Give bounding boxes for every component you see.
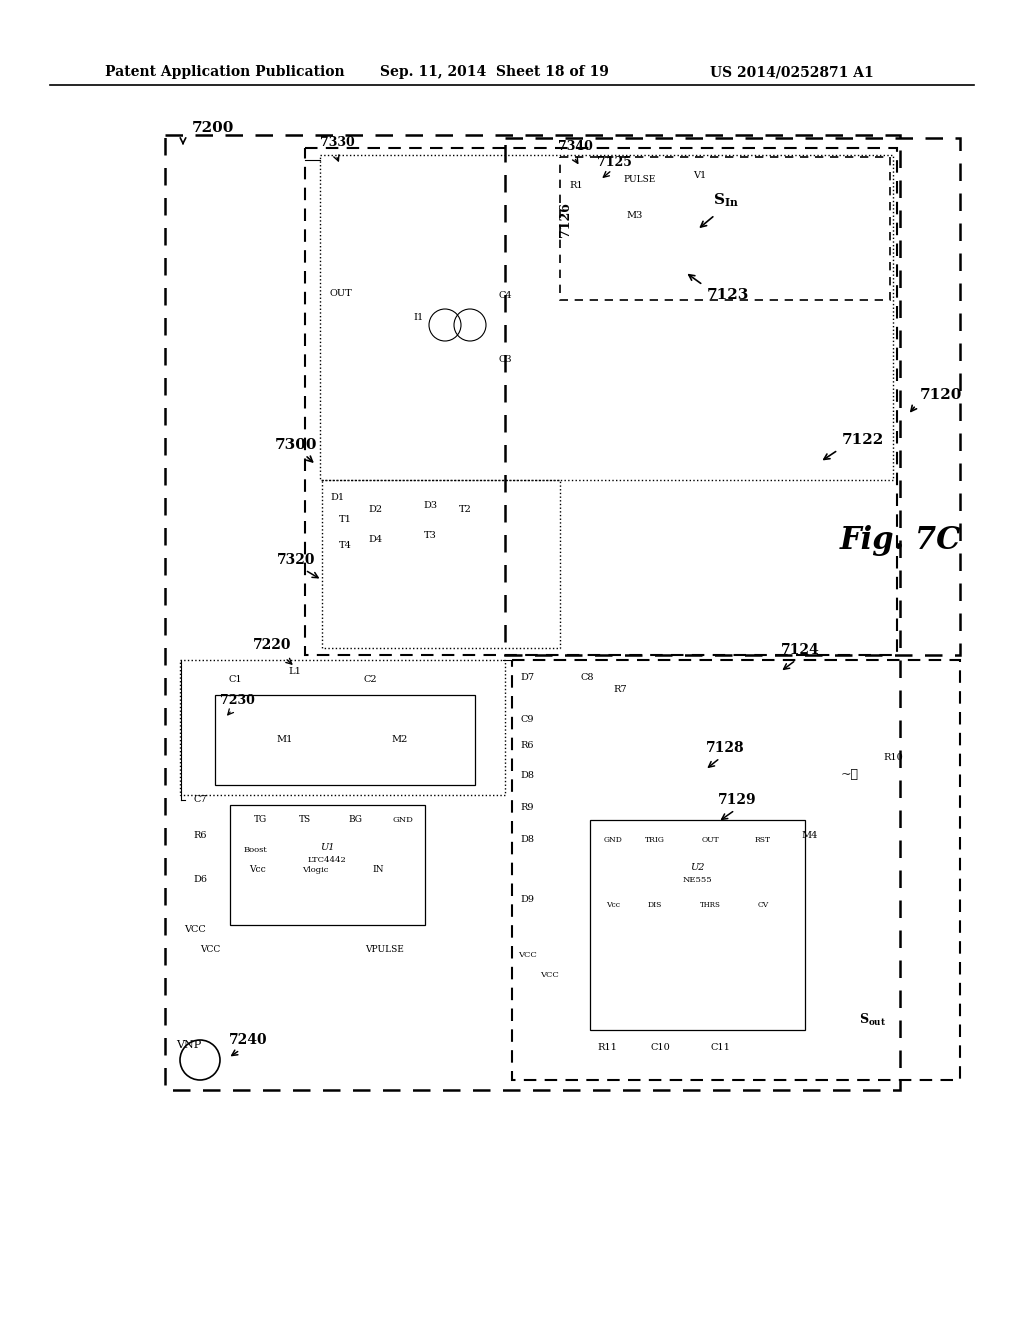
Text: TS: TS	[299, 816, 311, 825]
Text: 7300: 7300	[275, 438, 317, 451]
Text: M2: M2	[392, 735, 409, 744]
Text: TG: TG	[253, 816, 266, 825]
Text: 7123: 7123	[707, 288, 750, 302]
Text: CV: CV	[758, 902, 769, 909]
Text: PULSE: PULSE	[624, 176, 656, 185]
Text: 7122: 7122	[842, 433, 885, 447]
Text: D8: D8	[520, 836, 534, 845]
Text: IN: IN	[373, 866, 384, 874]
Text: OUT: OUT	[330, 289, 352, 297]
Text: DIS: DIS	[648, 902, 663, 909]
Text: Boost: Boost	[243, 846, 267, 854]
Text: GND: GND	[392, 816, 414, 824]
Text: R6: R6	[520, 741, 534, 750]
Text: R7: R7	[613, 685, 627, 694]
Text: 7128: 7128	[706, 741, 744, 755]
Text: 7320: 7320	[278, 553, 315, 568]
Text: C8: C8	[581, 673, 594, 682]
Text: Vcc: Vcc	[606, 902, 620, 909]
Text: Sep. 11, 2014  Sheet 18 of 19: Sep. 11, 2014 Sheet 18 of 19	[380, 65, 609, 79]
Text: $\mathregular{S_{In}}$: $\mathregular{S_{In}}$	[713, 191, 739, 209]
Text: US 2014/0252871 A1: US 2014/0252871 A1	[710, 65, 873, 79]
Text: VCC: VCC	[200, 945, 220, 954]
Text: R1: R1	[569, 181, 583, 190]
Text: C11: C11	[710, 1044, 730, 1052]
Text: LTC4442: LTC4442	[307, 855, 346, 865]
Text: D1: D1	[330, 492, 344, 502]
Text: 7120: 7120	[920, 388, 963, 403]
Text: R10: R10	[883, 754, 903, 763]
Text: T1: T1	[339, 516, 351, 524]
Text: R11: R11	[597, 1044, 616, 1052]
Text: $\mathregular{S_{out}}$: $\mathregular{S_{out}}$	[859, 1012, 887, 1028]
Text: C9: C9	[520, 715, 534, 725]
Text: D3: D3	[423, 500, 437, 510]
Text: THRS: THRS	[699, 902, 721, 909]
Text: 7330: 7330	[319, 136, 354, 149]
Text: V1: V1	[693, 170, 707, 180]
Text: C10: C10	[650, 1044, 670, 1052]
Text: Fig. 7C: Fig. 7C	[840, 524, 961, 556]
Text: BG: BG	[348, 816, 362, 825]
Text: C7: C7	[194, 796, 207, 804]
Text: D7: D7	[520, 673, 535, 682]
Text: TRIG: TRIG	[645, 836, 665, 843]
Text: 7220: 7220	[253, 638, 291, 652]
Text: 7230: 7230	[219, 693, 254, 706]
Text: 7240: 7240	[228, 1034, 267, 1047]
Text: T2: T2	[459, 506, 471, 515]
Text: L1: L1	[289, 668, 301, 676]
Text: U1: U1	[319, 843, 334, 853]
Text: VCC: VCC	[517, 950, 537, 960]
Text: Patent Application Publication: Patent Application Publication	[105, 65, 345, 79]
Text: T4: T4	[339, 540, 351, 549]
Text: T3: T3	[424, 531, 436, 540]
Text: NE555: NE555	[682, 876, 712, 884]
Text: C1: C1	[228, 676, 242, 685]
Text: D9: D9	[520, 895, 534, 904]
Text: M4: M4	[802, 830, 818, 840]
Text: M3: M3	[627, 210, 643, 219]
Text: C2: C2	[364, 676, 377, 685]
Text: C3: C3	[499, 355, 512, 364]
Text: ~∿: ~∿	[841, 768, 859, 781]
Text: D8: D8	[520, 771, 534, 780]
Text: U2: U2	[690, 863, 705, 873]
Text: I1: I1	[413, 314, 423, 322]
Text: RST: RST	[755, 836, 771, 843]
Text: VNP: VNP	[176, 1040, 202, 1049]
Text: Vlogic: Vlogic	[302, 866, 328, 874]
Text: M1: M1	[276, 735, 293, 744]
Text: VPULSE: VPULSE	[366, 945, 404, 954]
Text: 7125: 7125	[597, 157, 632, 169]
Text: Vcc: Vcc	[249, 866, 265, 874]
Text: VCC: VCC	[184, 925, 206, 935]
Text: 7124: 7124	[780, 643, 819, 657]
Text: 7340: 7340	[558, 140, 593, 153]
Text: 7129: 7129	[718, 793, 757, 807]
Text: D4: D4	[368, 536, 382, 544]
Text: C4: C4	[499, 290, 512, 300]
Text: OUT: OUT	[701, 836, 719, 843]
Text: VCC: VCC	[540, 972, 558, 979]
Text: D2: D2	[368, 506, 382, 515]
Text: GND: GND	[603, 836, 623, 843]
Text: D6: D6	[193, 875, 207, 884]
Text: 7200: 7200	[193, 121, 234, 135]
Text: 7126: 7126	[559, 202, 572, 238]
Text: R9: R9	[520, 804, 534, 813]
Text: R6: R6	[194, 830, 207, 840]
